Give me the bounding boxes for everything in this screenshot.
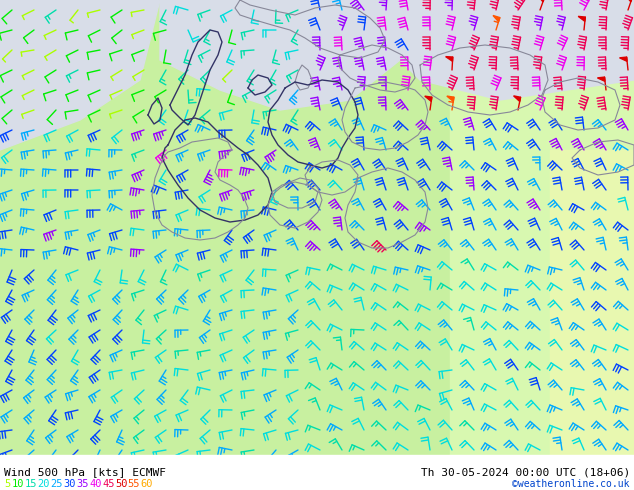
Text: 10: 10 [11, 479, 24, 489]
Polygon shape [400, 0, 634, 100]
Text: 60: 60 [141, 479, 153, 489]
Text: 50: 50 [115, 479, 127, 489]
Polygon shape [597, 77, 605, 81]
Polygon shape [447, 96, 454, 101]
Text: 15: 15 [25, 479, 37, 489]
Polygon shape [514, 96, 521, 101]
Bar [550, 150, 634, 455]
Text: Th 30-05-2024 00:00 UTC (18+06): Th 30-05-2024 00:00 UTC (18+06) [421, 467, 630, 477]
Polygon shape [425, 96, 432, 101]
Bar [450, 80, 634, 455]
Text: 25: 25 [50, 479, 63, 489]
Polygon shape [0, 0, 160, 150]
Polygon shape [160, 0, 400, 110]
Text: 5: 5 [4, 479, 10, 489]
Text: 20: 20 [37, 479, 50, 489]
Text: 45: 45 [102, 479, 115, 489]
Polygon shape [446, 57, 453, 61]
Polygon shape [626, 0, 632, 2]
Text: 40: 40 [89, 479, 101, 489]
Text: 30: 30 [63, 479, 76, 489]
Polygon shape [538, 0, 545, 2]
Text: ©weatheronline.co.uk: ©weatheronline.co.uk [512, 479, 630, 489]
Polygon shape [578, 16, 585, 22]
Text: 55: 55 [128, 479, 140, 489]
Polygon shape [619, 57, 627, 61]
Text: Wind 500 hPa [kts] ECMWF: Wind 500 hPa [kts] ECMWF [4, 467, 166, 477]
Bar [0, 455, 634, 490]
Polygon shape [493, 16, 500, 22]
Text: 35: 35 [76, 479, 89, 489]
